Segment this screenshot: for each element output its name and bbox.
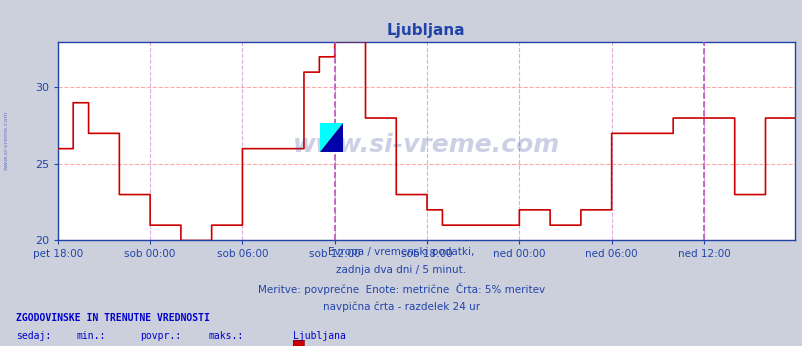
Title: Ljubljana: Ljubljana (387, 22, 465, 38)
Text: Meritve: povprečne  Enote: metrične  Črta: 5% meritev: Meritve: povprečne Enote: metrične Črta:… (257, 283, 545, 295)
Text: www.si-vreme.com: www.si-vreme.com (293, 133, 559, 157)
Text: sedaj:: sedaj: (16, 331, 51, 341)
Polygon shape (320, 123, 342, 152)
Text: Evropa / vremenski podatki,: Evropa / vremenski podatki, (328, 247, 474, 257)
Text: ZGODOVINSKE IN TRENUTNE VREDNOSTI: ZGODOVINSKE IN TRENUTNE VREDNOSTI (16, 313, 209, 323)
Text: Ljubljana: Ljubljana (293, 331, 346, 341)
Text: www.si-vreme.com: www.si-vreme.com (4, 110, 9, 170)
Text: maks.:: maks.: (209, 331, 244, 341)
Text: povpr.:: povpr.: (140, 331, 181, 341)
Text: zadnja dva dni / 5 minut.: zadnja dva dni / 5 minut. (336, 265, 466, 275)
Polygon shape (320, 123, 342, 152)
Text: min.:: min.: (76, 331, 106, 341)
Text: navpična črta - razdelek 24 ur: navpična črta - razdelek 24 ur (322, 301, 480, 312)
